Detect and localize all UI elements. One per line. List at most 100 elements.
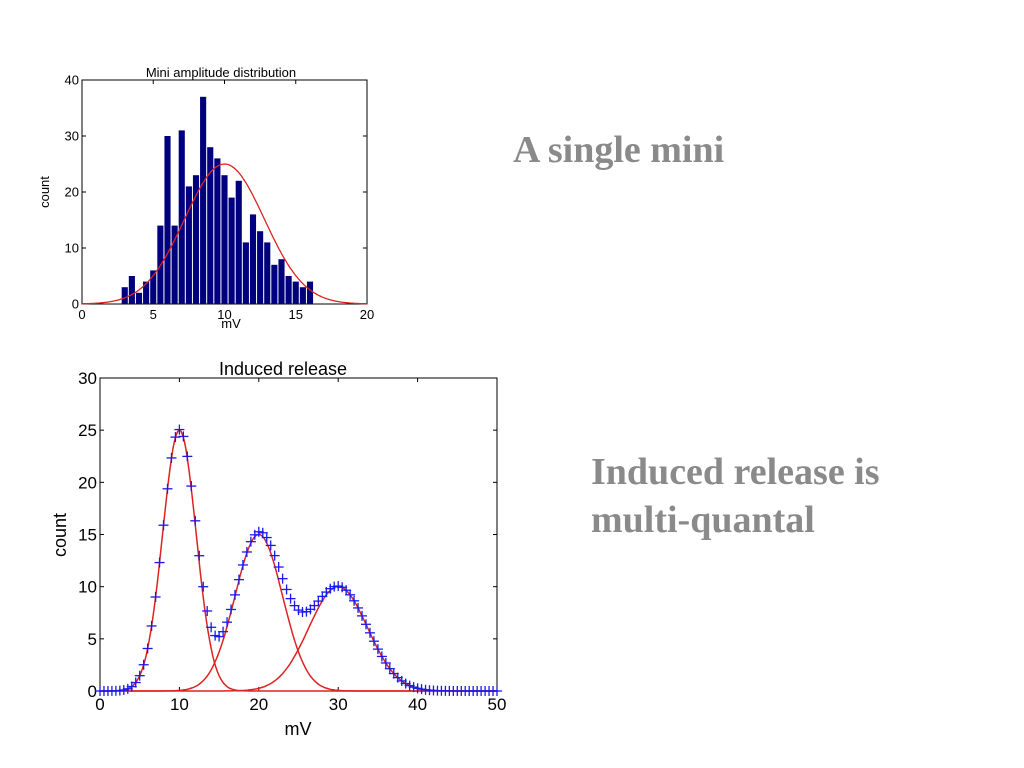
x-tick-label: 0	[95, 695, 104, 714]
data-point	[182, 451, 193, 462]
fit-component-3	[100, 585, 497, 692]
data-point	[174, 424, 185, 435]
data-point	[222, 617, 233, 628]
data-point	[285, 593, 296, 604]
x-tick-label: 20	[360, 307, 374, 322]
data-point	[138, 659, 149, 670]
data-point	[241, 546, 252, 557]
histogram-bar	[178, 130, 185, 304]
data-point	[226, 604, 237, 615]
histogram-bar	[278, 259, 285, 304]
histogram-bar	[150, 270, 157, 304]
y-tick-label: 5	[88, 630, 97, 649]
histogram-bar	[271, 264, 278, 304]
histogram-bar	[128, 276, 135, 304]
data-point	[368, 636, 379, 647]
histogram-bar	[306, 281, 314, 304]
gaussian-fit-line	[81, 163, 368, 305]
data-point	[273, 562, 284, 573]
data-point	[245, 536, 256, 547]
data-point	[364, 627, 375, 638]
histogram-bar	[249, 214, 257, 304]
histogram-bar	[214, 158, 221, 304]
data-point	[277, 573, 288, 584]
histogram-bar	[143, 281, 150, 304]
data-point	[376, 651, 387, 662]
data-point	[269, 550, 280, 561]
data-point	[372, 644, 383, 655]
data-point	[150, 591, 161, 602]
histogram-bar	[257, 231, 264, 304]
data-point	[146, 620, 157, 631]
data-point	[166, 452, 177, 463]
histogram-bar	[200, 96, 207, 304]
data-point	[194, 550, 205, 561]
data-point	[360, 619, 371, 630]
histogram-bar	[228, 197, 235, 304]
y-tick-label: 30	[78, 369, 97, 388]
histogram-bar	[299, 287, 306, 304]
y-tick-label: 10	[78, 578, 97, 597]
histogram-bar	[135, 292, 143, 304]
histogram-bar	[171, 225, 178, 304]
data-point	[261, 532, 272, 543]
histogram-bar	[192, 175, 200, 304]
y-tick-label: 0	[88, 682, 97, 701]
data-point	[492, 685, 502, 696]
data-point	[380, 657, 391, 668]
data-point	[154, 557, 165, 568]
data-point	[265, 540, 276, 551]
data-point	[190, 515, 201, 526]
x-tick-label: 10	[217, 307, 231, 322]
x-axis-label: mV	[285, 719, 312, 739]
plot-frame	[99, 377, 498, 692]
y-axis-label: count	[50, 513, 70, 557]
x-tick-label: 15	[289, 307, 303, 322]
x-tick-label: 50	[488, 695, 507, 714]
y-axis-label: count	[37, 176, 52, 208]
histogram-bar	[285, 276, 292, 304]
histogram-bar	[264, 242, 271, 304]
data-point	[233, 574, 244, 585]
x-tick-label: 40	[408, 695, 427, 714]
data-point	[229, 589, 240, 600]
histogram-bar	[221, 175, 228, 304]
x-tick-label: 0	[78, 307, 85, 322]
data-point	[186, 481, 197, 492]
histogram-bar	[185, 186, 192, 304]
y-tick-label: 10	[65, 241, 79, 256]
chart-title: Mini amplitude distribution	[146, 65, 296, 80]
y-tick-label: 20	[78, 473, 97, 492]
histogram-bar	[242, 242, 249, 304]
histogram-bar	[235, 180, 242, 304]
x-tick-label: 5	[150, 307, 157, 322]
x-axis-label: mV	[221, 316, 241, 331]
data-point	[345, 589, 356, 600]
data-point	[162, 483, 173, 494]
data-point	[142, 643, 153, 654]
histogram-bar	[292, 281, 299, 304]
x-tick-label: 30	[329, 695, 348, 714]
histogram-bar	[121, 287, 128, 304]
data-point	[353, 602, 364, 613]
y-tick-label: 40	[65, 73, 79, 88]
chart-title: Induced release	[219, 359, 347, 379]
data-point	[198, 581, 209, 592]
data-point	[281, 584, 292, 595]
histogram-bar	[164, 136, 171, 304]
y-tick-label: 20	[65, 185, 79, 200]
x-tick-label: 20	[249, 695, 268, 714]
data-point	[134, 670, 145, 681]
data-point	[158, 520, 169, 531]
data-point	[202, 605, 213, 616]
data-point	[170, 432, 181, 443]
data-point	[349, 595, 360, 606]
induced-release-heading: Induced release is multi-quantal	[591, 448, 991, 544]
histogram-bar	[207, 147, 214, 304]
single-mini-heading: A single mini	[513, 129, 725, 171]
data-point	[237, 559, 248, 570]
data-point	[178, 431, 189, 442]
induced-line2: multi-quantal	[591, 499, 815, 541]
